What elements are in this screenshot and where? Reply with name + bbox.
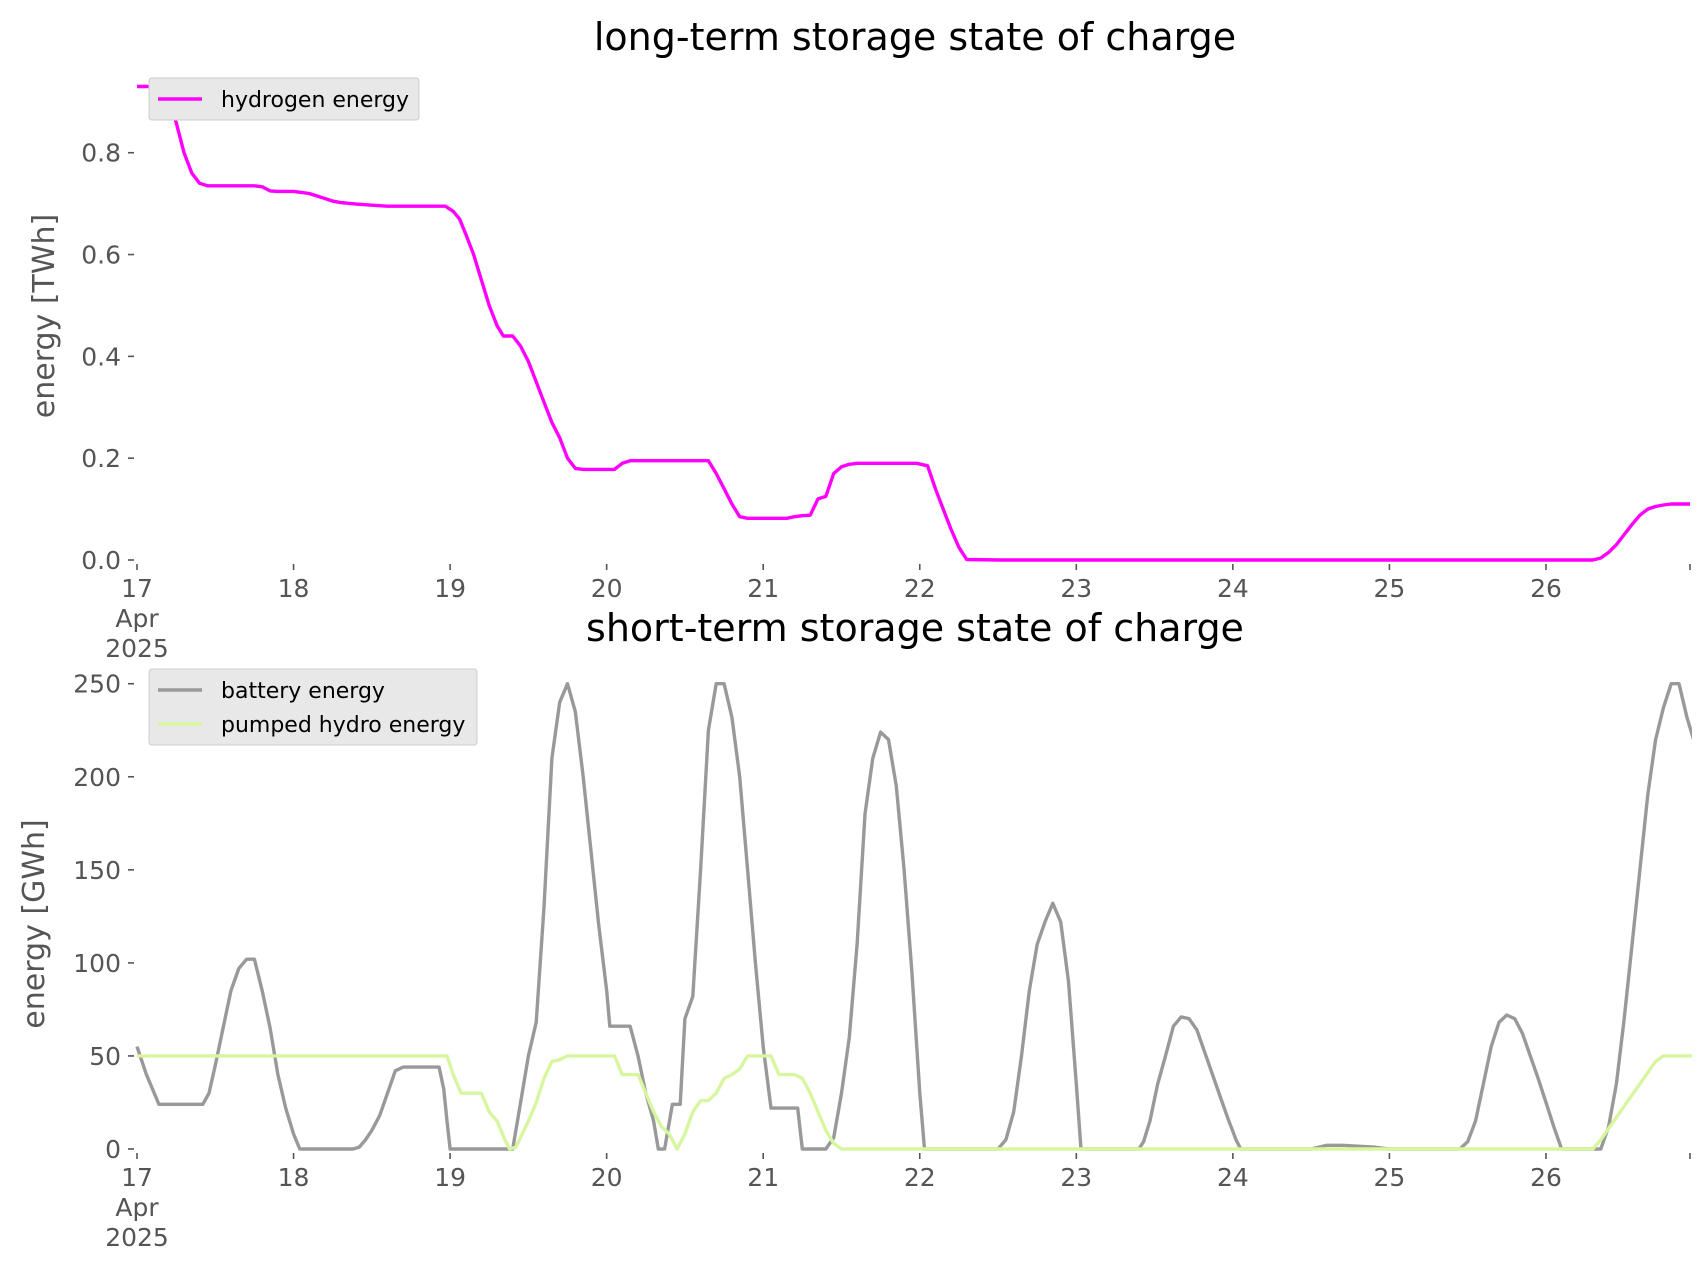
- y-tick-label: 100: [73, 949, 121, 978]
- x-tick-label: 20: [591, 574, 623, 603]
- legend: battery energy pumped hydro energy: [148, 668, 478, 746]
- series-line-pumped-hydro-energy: [137, 1054, 1692, 1151]
- long-term-storage-chart: long-term storage state of charge energy…: [27, 15, 1691, 663]
- y-tick-label: 150: [73, 856, 121, 885]
- series-line-hydrogen-energy: [137, 84, 1690, 562]
- legend-box: [148, 668, 478, 746]
- x-tick-label: 20: [591, 1163, 623, 1192]
- y-tick-label: 250: [73, 670, 121, 699]
- chart-title: long-term storage state of charge: [594, 15, 1236, 59]
- x-tick-year-label: 2025: [105, 634, 169, 663]
- x-tick-label: 26: [1530, 574, 1562, 603]
- legend-label: battery energy: [221, 679, 385, 704]
- x-tick-month-label: Apr: [115, 604, 159, 633]
- x-tick-label: 26: [1530, 1163, 1562, 1192]
- x-tick-label: 21: [747, 1163, 779, 1192]
- series-line-battery-energy: [135, 682, 1692, 1151]
- x-tick-label: 17: [121, 1163, 153, 1192]
- short-term-storage-chart: short-term storage state of charge energ…: [17, 606, 1692, 1252]
- y-tick-label: 50: [89, 1042, 121, 1071]
- legend-label: hydrogen energy: [221, 88, 409, 113]
- legend: hydrogen energy: [148, 77, 420, 121]
- x-tick-label: 18: [278, 1163, 310, 1192]
- x-tick-label: 25: [1374, 574, 1406, 603]
- x-tick-label: 19: [434, 1163, 466, 1192]
- y-tick-label: 0: [105, 1135, 121, 1164]
- y-tick-label: 200: [73, 763, 121, 792]
- y-tick-label: 0.8: [81, 139, 121, 168]
- x-tick-label: 19: [434, 574, 466, 603]
- x-tick-label: 18: [278, 574, 310, 603]
- x-tick-label: 17: [121, 574, 153, 603]
- x-tick-month-label: Apr: [115, 1193, 159, 1222]
- x-tick-label: 25: [1374, 1163, 1406, 1192]
- x-tick-label: 21: [747, 574, 779, 603]
- series-layer: [135, 682, 1692, 1151]
- series-layer: [137, 84, 1690, 562]
- x-tick-label: 24: [1217, 1163, 1249, 1192]
- y-tick-label: 0.0: [81, 546, 121, 575]
- x-tick-label: 24: [1217, 574, 1249, 603]
- y-axis-ticks: 0.0 0.2 0.4 0.6 0.8: [81, 139, 134, 575]
- y-axis-label: energy [GWh]: [17, 819, 52, 1028]
- x-tick-label: 22: [904, 1163, 936, 1192]
- legend-label: pumped hydro energy: [221, 713, 465, 738]
- y-tick-label: 0.2: [81, 444, 121, 473]
- x-tick-label: 22: [904, 574, 936, 603]
- chart-title: short-term storage state of charge: [586, 606, 1244, 650]
- y-axis-label: energy [TWh]: [27, 214, 62, 418]
- legend-box: [148, 77, 420, 121]
- y-axis-ticks: 0 50 100 150 200 250: [73, 670, 134, 1164]
- x-tick-year-label: 2025: [105, 1223, 169, 1252]
- y-tick-label: 0.4: [81, 342, 121, 371]
- x-tick-label: 23: [1060, 574, 1092, 603]
- x-tick-label: 23: [1060, 1163, 1092, 1192]
- y-tick-label: 0.6: [81, 241, 121, 270]
